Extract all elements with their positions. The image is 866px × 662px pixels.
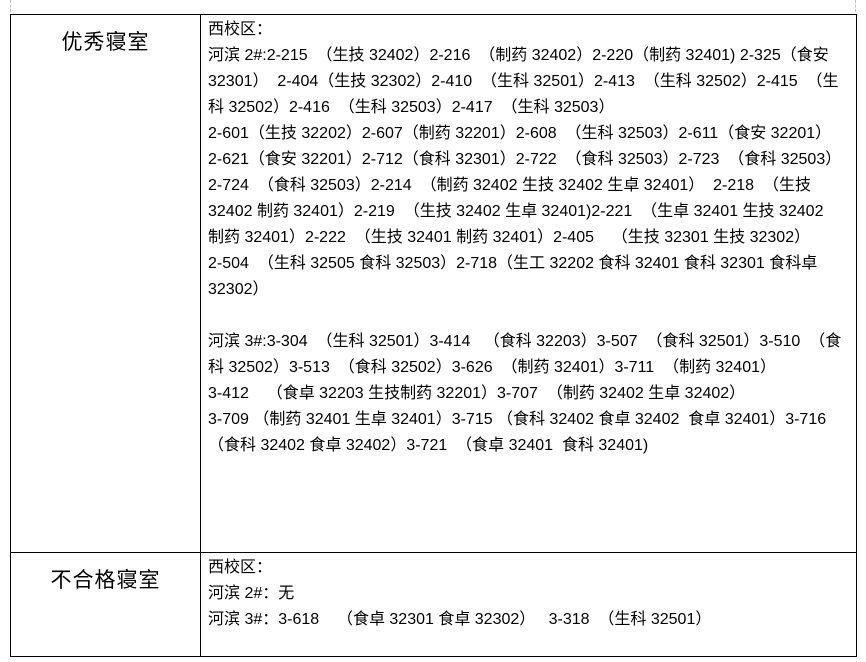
text-line: 3-412 （食卓 32203 生技制药 32201）3-707 （制药 324…: [208, 385, 746, 402]
text-line: 西校区：: [208, 21, 273, 38]
row-label-cell-excellent: 优秀寝室: [11, 15, 201, 552]
dormitory-table: 优秀寝室 西校区： 河滨 2#:2-215 （生技 32402）2-216 （制药…: [10, 14, 857, 657]
text-line: 河滨 2#：无: [208, 585, 295, 602]
table-row-excellent: 优秀寝室 西校区： 河滨 2#:2-215 （生技 32402）2-216 （制药…: [11, 15, 856, 553]
text-line: 2-601（生技 32202）2-607（制药 32201）2-608 （生科 …: [208, 125, 832, 142]
text-line: 2-724 （食科 32503）2-214 （制药 32402 生技 32402…: [208, 177, 811, 194]
text-boundary-mark-left: [10, 0, 11, 12]
text-line: 科 32502）2-416 （生科 32503）2-417 （生科 32503）: [208, 99, 615, 116]
table-row-unqualified: 不合格寝室 西校区： 河滨 2#：无河滨 3#：3-618 （食卓 32301 食…: [11, 553, 856, 656]
text-line: 科 32502）3-513 （食科 32502）3-626 （制药 32401）…: [208, 359, 777, 376]
row-label-unqualified: 不合格寝室: [50, 569, 161, 592]
row-label-excellent: 优秀寝室: [61, 31, 150, 54]
row-label-cell-unqualified: 不合格寝室: [11, 553, 201, 656]
text-line: 西校区：: [208, 559, 273, 576]
text-line: [208, 303, 854, 329]
text-line: 3-709 （制药 32401 生卓 32401）3-715 （食科 32402…: [208, 411, 827, 428]
text-line: 河滨 3#：3-618 （食卓 32301 食卓 32302） 3-318 （生…: [208, 611, 712, 628]
text-line: 2-621（食安 32201）2-712（食科 32301）2-722 （食科 …: [208, 151, 842, 168]
text-line: 32301） 2-404（生技 32302）2-410 （生科 32501）2-…: [208, 73, 839, 90]
text-line: 32302）: [208, 281, 269, 298]
text-boundary-mark-right: [855, 0, 856, 12]
text-line: （食科 32402 食卓 32402）3-721 （食卓 32401 食科 32…: [208, 437, 649, 454]
text-line: 32402 制药 32401）2-219 （生技 32402 生卓 32401)…: [208, 203, 824, 220]
row-content-excellent: 西校区： 河滨 2#:2-215 （生技 32402）2-216 （制药 3240…: [201, 15, 856, 552]
text-line: 制药 32401）2-222 （生技 32401 制药 32401）2-405 …: [208, 229, 811, 246]
text-line: 2-504 （生科 32505 食科 32503）2-718（生工 32202 …: [208, 255, 818, 272]
row-content-unqualified: 西校区： 河滨 2#：无河滨 3#：3-618 （食卓 32301 食卓 3230…: [201, 553, 856, 656]
text-line: 河滨 2#:2-215 （生技 32402）2-216 （制药 32402）2-…: [208, 47, 829, 64]
text-line: 河滨 3#:3-304 （生科 32501）3-414 （食科 32203）3-…: [208, 333, 842, 350]
